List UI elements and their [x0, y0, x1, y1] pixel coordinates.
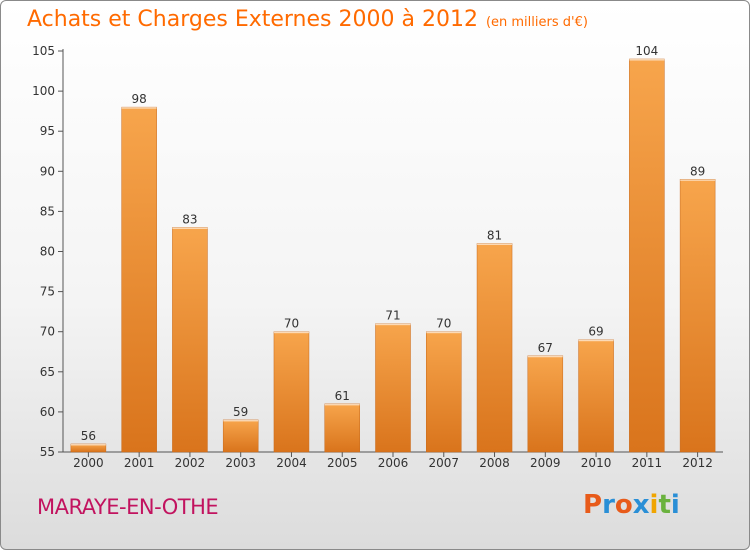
y-tick-label: 90	[40, 164, 55, 178]
proxiti-logo[interactable]: Proxiti	[583, 490, 680, 520]
x-tick-label: 2007	[428, 456, 459, 470]
bar-highlight	[121, 107, 157, 109]
y-tick-label: 105	[32, 44, 55, 58]
bar-highlight	[70, 443, 106, 446]
logo-letter: t	[658, 490, 671, 520]
y-tick-label: 75	[40, 285, 55, 299]
bar-highlight	[375, 323, 411, 326]
bar-value-label: 56	[81, 429, 96, 443]
x-tick-label: 2010	[581, 456, 612, 470]
y-tick-label: 65	[40, 365, 55, 379]
x-tick-label: 2002	[175, 456, 206, 470]
y-tick-label: 70	[40, 325, 55, 339]
commune-name: MARAYE-EN-OTHE	[37, 495, 219, 519]
bar-value-label: 59	[233, 405, 248, 419]
bar-value-label: 71	[385, 309, 400, 323]
bar-value-label: 70	[436, 317, 451, 331]
bar-highlight	[477, 243, 513, 245]
x-tick-label: 2001	[124, 456, 155, 470]
logo-letter: i	[649, 490, 659, 520]
chart-subtitle: (en milliers d'€)	[485, 15, 588, 30]
bar-highlight	[426, 331, 462, 334]
bar	[679, 179, 716, 453]
bar	[121, 106, 157, 453]
bar-highlight	[680, 179, 716, 181]
bar	[527, 355, 564, 453]
bar	[578, 339, 614, 453]
bar-value-label: 69	[588, 325, 603, 339]
y-tick-label: 85	[40, 204, 55, 218]
x-tick-label: 2005	[327, 456, 358, 470]
logo-letter: r	[602, 490, 615, 520]
x-tick-label: 2004	[276, 456, 307, 470]
bar	[172, 227, 208, 453]
bar-value-label: 61	[335, 389, 350, 403]
logo-letter: o	[614, 490, 633, 520]
bar-highlight	[527, 355, 563, 358]
bar-highlight	[223, 419, 259, 422]
x-tick-label: 2003	[225, 456, 256, 470]
bar-highlight	[578, 339, 614, 342]
y-tick-label: 100	[32, 84, 55, 98]
bar	[222, 419, 259, 453]
bar-value-label: 104	[635, 44, 658, 58]
axes: 55 60 65 70 75 80 85 90 95 100 105 2000 2001 2002 2003…	[32, 44, 723, 470]
x-tick-label: 2009	[530, 456, 561, 470]
bar-value-label: 98	[132, 92, 147, 106]
y-tick-label: 60	[40, 405, 55, 419]
bar-value-label: 83	[182, 212, 197, 226]
x-tick-label: 2008	[479, 456, 510, 470]
bar	[324, 403, 360, 453]
chart-title: Achats et Charges Externes 2000 à 2012 (e…	[27, 7, 588, 32]
bar-value-label: 89	[690, 164, 705, 178]
bar	[629, 58, 665, 453]
x-tick-label: 2006	[378, 456, 409, 470]
bars: 56 98 83 59 70 61 71 70 81 67 69 104 89	[70, 44, 716, 453]
bar-value-label: 81	[487, 228, 502, 242]
bar-highlight	[629, 59, 665, 61]
x-tick-label: 2012	[682, 456, 713, 470]
title-text: Achats et Charges Externes 2000 à 2012	[27, 7, 478, 32]
bar	[375, 323, 411, 453]
bar-value-label: 67	[538, 341, 553, 355]
logo-letter: x	[632, 490, 650, 520]
y-tick-label: 55	[40, 445, 55, 459]
bar-value-label: 70	[284, 317, 299, 331]
logo-letter: i	[670, 490, 680, 520]
bar-highlight	[172, 227, 208, 229]
bar	[476, 243, 513, 453]
x-tick-label: 2011	[632, 456, 663, 470]
x-tick-label: 2000	[73, 456, 104, 470]
bar	[426, 331, 462, 453]
y-tick-label: 80	[40, 245, 55, 259]
bar-highlight	[324, 403, 360, 406]
bar-highlight	[273, 331, 309, 334]
y-tick-label: 95	[40, 124, 55, 138]
logo-letter: P	[583, 490, 603, 520]
bar	[273, 331, 310, 453]
